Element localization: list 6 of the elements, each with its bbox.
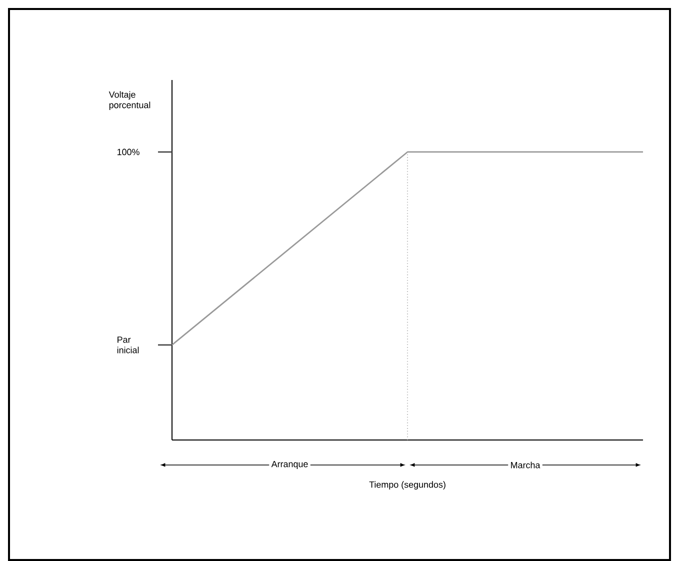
text: Voltaje porcentual: [108, 91, 150, 110]
x-axis-title: Tiempo (segundos): [369, 481, 446, 490]
text: 100%: [118, 148, 140, 156]
text: Arranque: [271, 460, 308, 469]
text: Par inicial: [117, 336, 139, 354]
text: Marcha: [511, 462, 540, 468]
